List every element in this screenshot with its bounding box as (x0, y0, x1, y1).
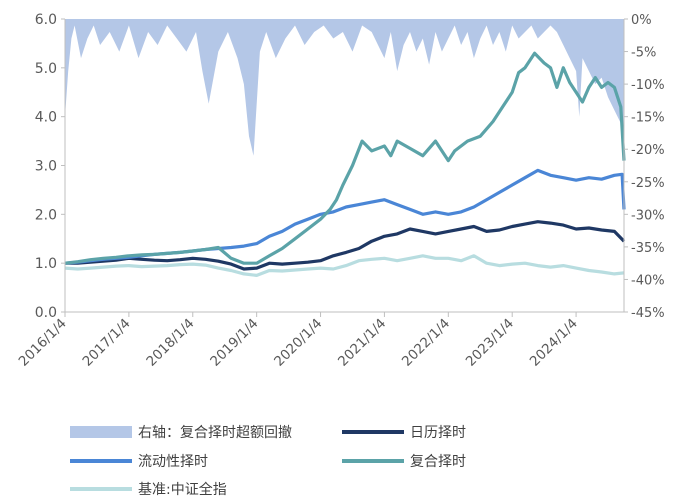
plot-area (64, 19, 626, 277)
series-line-calendar (65, 220, 626, 271)
series-line-composite (64, 51, 626, 265)
legend-label: 流动性择时 (138, 454, 208, 470)
legend-item-calendar: 日历择时 (342, 425, 466, 441)
right-tick-label: -20% (631, 143, 665, 158)
legend-label: 日历择时 (410, 425, 466, 441)
left-tick-label: 5.0 (35, 61, 57, 77)
x-axis: 2016/1/4 2017/1/4 2018/1/4 2019/1/4 2020/1/4… (16, 311, 624, 370)
left-axis: 0.0 1.0 2.0 3.0 4.0 5.0 6.0 (35, 12, 66, 321)
right-tick-label: -45% (631, 306, 665, 321)
series-area-drawdown (65, 19, 624, 156)
legend-item-drawdown: 右轴：复合择时超额回撤 (70, 424, 292, 441)
x-tick-label: 2019/1/4 (207, 316, 261, 370)
right-tick-label: 0% (631, 13, 652, 28)
legend-swatch (70, 426, 132, 438)
series-line-benchmark (64, 254, 625, 277)
right-tick-label: -40% (631, 273, 665, 288)
right-tick-label: -5% (631, 46, 656, 61)
left-tick-label: 4.0 (35, 110, 57, 126)
right-tick-label: -25% (631, 176, 665, 191)
legend-label: 右轴：复合择时超额回撤 (138, 424, 292, 441)
right-tick-label: -15% (631, 111, 665, 126)
legend-item-benchmark: 基准:中证全指 (70, 481, 227, 498)
right-axis: 0% -5% -10% -15% -20% -25% -30% -35% -40% -45% (623, 13, 665, 321)
legend-label: 基准:中证全指 (138, 481, 227, 498)
legend-label: 复合择时 (410, 453, 466, 470)
left-tick-label: 1.0 (35, 256, 57, 272)
right-tick-label: -35% (631, 241, 665, 256)
x-tick-label: 2016/1/4 (16, 316, 70, 370)
x-tick-label: 2017/1/4 (80, 316, 134, 370)
x-tick-label: 2021/1/4 (335, 316, 389, 370)
left-tick-label: 3.0 (35, 159, 57, 175)
right-tick-label: -30% (631, 208, 665, 223)
left-tick-label: 6.0 (35, 12, 57, 28)
x-tick-label: 2018/1/4 (143, 316, 197, 370)
legend-item-composite: 复合择时 (342, 453, 466, 470)
left-tick-label: 2.0 (35, 207, 57, 223)
left-tick-label: 0.0 (35, 305, 57, 321)
x-tick-label: 2023/1/4 (463, 316, 517, 370)
x-tick-label: 2022/1/4 (399, 316, 453, 370)
legend-item-liquidity: 流动性择时 (70, 454, 208, 470)
x-tick-label: 2024/1/4 (527, 316, 581, 370)
right-tick-label: -10% (631, 78, 665, 93)
x-tick-label: 2020/1/4 (271, 316, 325, 370)
